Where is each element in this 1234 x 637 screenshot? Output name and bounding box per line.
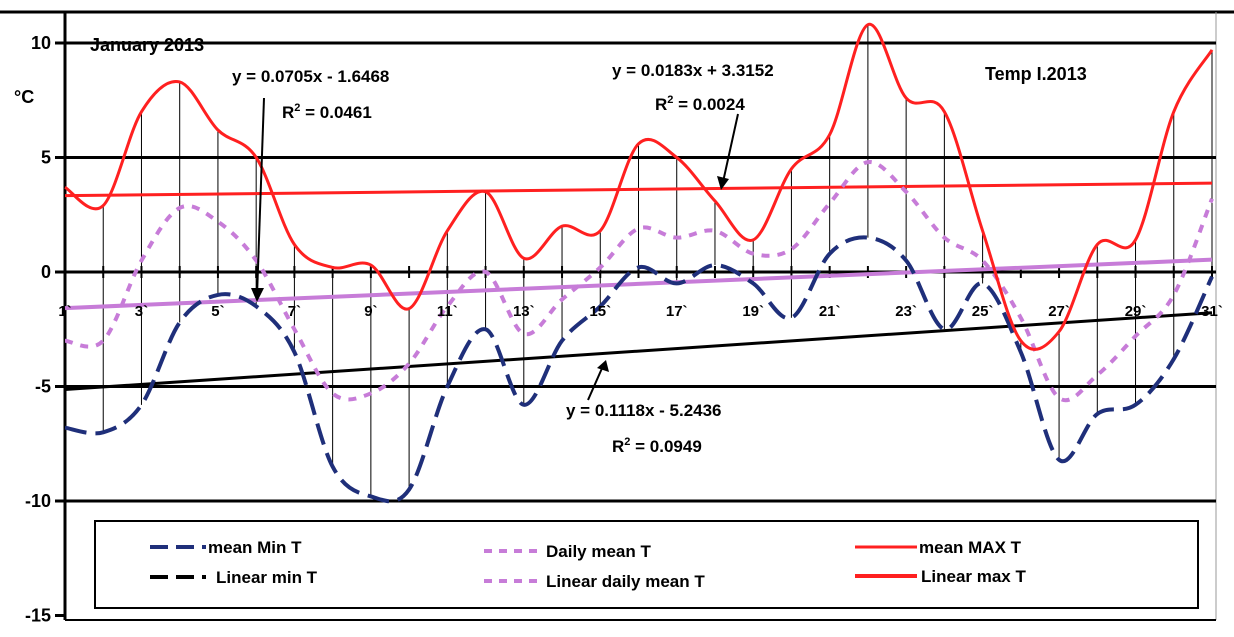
x-tick-labels: 1` 3` 5` 7` 9` 11` 13` 15` 17` 19` 21` 23` 25` 27` 29`… <box>58 303 1223 320</box>
arrowhead-daily-mean-trend <box>251 288 264 302</box>
legend-item-mean-max: mean MAX T <box>855 538 1022 557</box>
arrow-min-trend <box>587 365 604 401</box>
x-tick-label: 7` <box>288 303 301 320</box>
x-tick-label: 23` <box>895 303 917 320</box>
legend-item-daily-mean: Daily mean T <box>484 542 651 561</box>
x-tick-label: 15` <box>589 303 611 320</box>
annotation-min-trend: y = 0.1118x - 5.2436 R2 = 0.0949 <box>566 360 722 456</box>
legend-item-mean-min: mean Min T <box>150 538 302 557</box>
annotation-daily-mean-trend: y = 0.0705x - 1.6468 R2 = 0.0461 <box>232 67 389 302</box>
trendline-linear-max-t <box>64 181 1213 198</box>
series-mean-min-t <box>64 235 1214 504</box>
x-tick-label: 11` <box>437 303 458 320</box>
y-tick-label: -15 <box>25 606 51 626</box>
legend-label-linear-max: Linear max T <box>921 567 1026 586</box>
legend: mean Min T Daily mean T mean MAX T Linea… <box>94 520 1199 609</box>
r2-linear-daily-mean: R2 = 0.0461 <box>282 102 372 122</box>
x-tick-label: 13` <box>513 303 535 320</box>
y-axis-unit-label: °C <box>14 87 34 107</box>
y-tick-labels: 10 5 0 -5 -10 -15 <box>25 33 51 626</box>
y-tick-label: -5 <box>35 377 51 397</box>
x-tick-label: 21` <box>819 303 841 320</box>
x-tick-label: 31` <box>1201 303 1223 320</box>
annotation-max-trend: y = 0.0183x + 3.3152 R2 = 0.0024 <box>612 61 774 190</box>
arrow-daily-mean-trend <box>256 97 265 297</box>
x-tick-label: 9` <box>364 303 377 320</box>
arrow-max-trend <box>722 113 739 183</box>
legend-item-linear-max: Linear max T <box>855 567 1026 586</box>
x-tick-label: 3` <box>135 303 148 320</box>
x-tick-label: 19` <box>742 303 764 320</box>
chart-title: January 2013 <box>90 35 204 55</box>
legend-item-linear-daily-mean: Linear daily mean T <box>484 572 705 591</box>
equation-linear-max: y = 0.0183x + 3.3152 <box>612 61 774 80</box>
r2-linear-max: R2 = 0.0024 <box>655 94 745 114</box>
legend-label-daily-mean: Daily mean T <box>546 542 651 561</box>
legend-item-linear-min: Linear min T <box>150 568 318 587</box>
y-tick-label: 5 <box>41 148 51 168</box>
trendline-linear-min-t <box>64 311 1213 392</box>
y-tick-label: 10 <box>31 33 51 53</box>
x-tick-label: 17` <box>666 303 688 320</box>
series-daily-mean-t <box>64 160 1214 403</box>
equation-linear-daily-mean: y = 0.0705x - 1.6468 <box>232 67 389 86</box>
legend-label-linear-min: Linear min T <box>216 568 318 587</box>
x-tick-label: 27` <box>1048 303 1070 320</box>
chart-subtitle: Temp I.2013 <box>985 64 1087 84</box>
y-tick-label: 0 <box>41 262 51 282</box>
legend-label-mean-min: mean Min T <box>208 538 302 557</box>
r2-linear-min: R2 = 0.0949 <box>612 436 702 456</box>
arrowhead-max-trend <box>717 176 729 190</box>
x-tick-label: 29` <box>1125 303 1147 320</box>
y-tick-label: -10 <box>25 491 51 511</box>
legend-label-mean-max: mean MAX T <box>919 538 1022 557</box>
x-tick-label: 1` <box>58 303 71 320</box>
x-tick-label: 5` <box>211 303 224 320</box>
legend-label-linear-daily-mean: Linear daily mean T <box>546 572 705 591</box>
equation-linear-min: y = 0.1118x - 5.2436 <box>566 401 722 420</box>
x-tick-label: 25` <box>972 303 994 320</box>
drop-lines <box>64 24 1213 497</box>
arrowhead-min-trend <box>597 360 609 372</box>
legend-box <box>94 520 1199 609</box>
